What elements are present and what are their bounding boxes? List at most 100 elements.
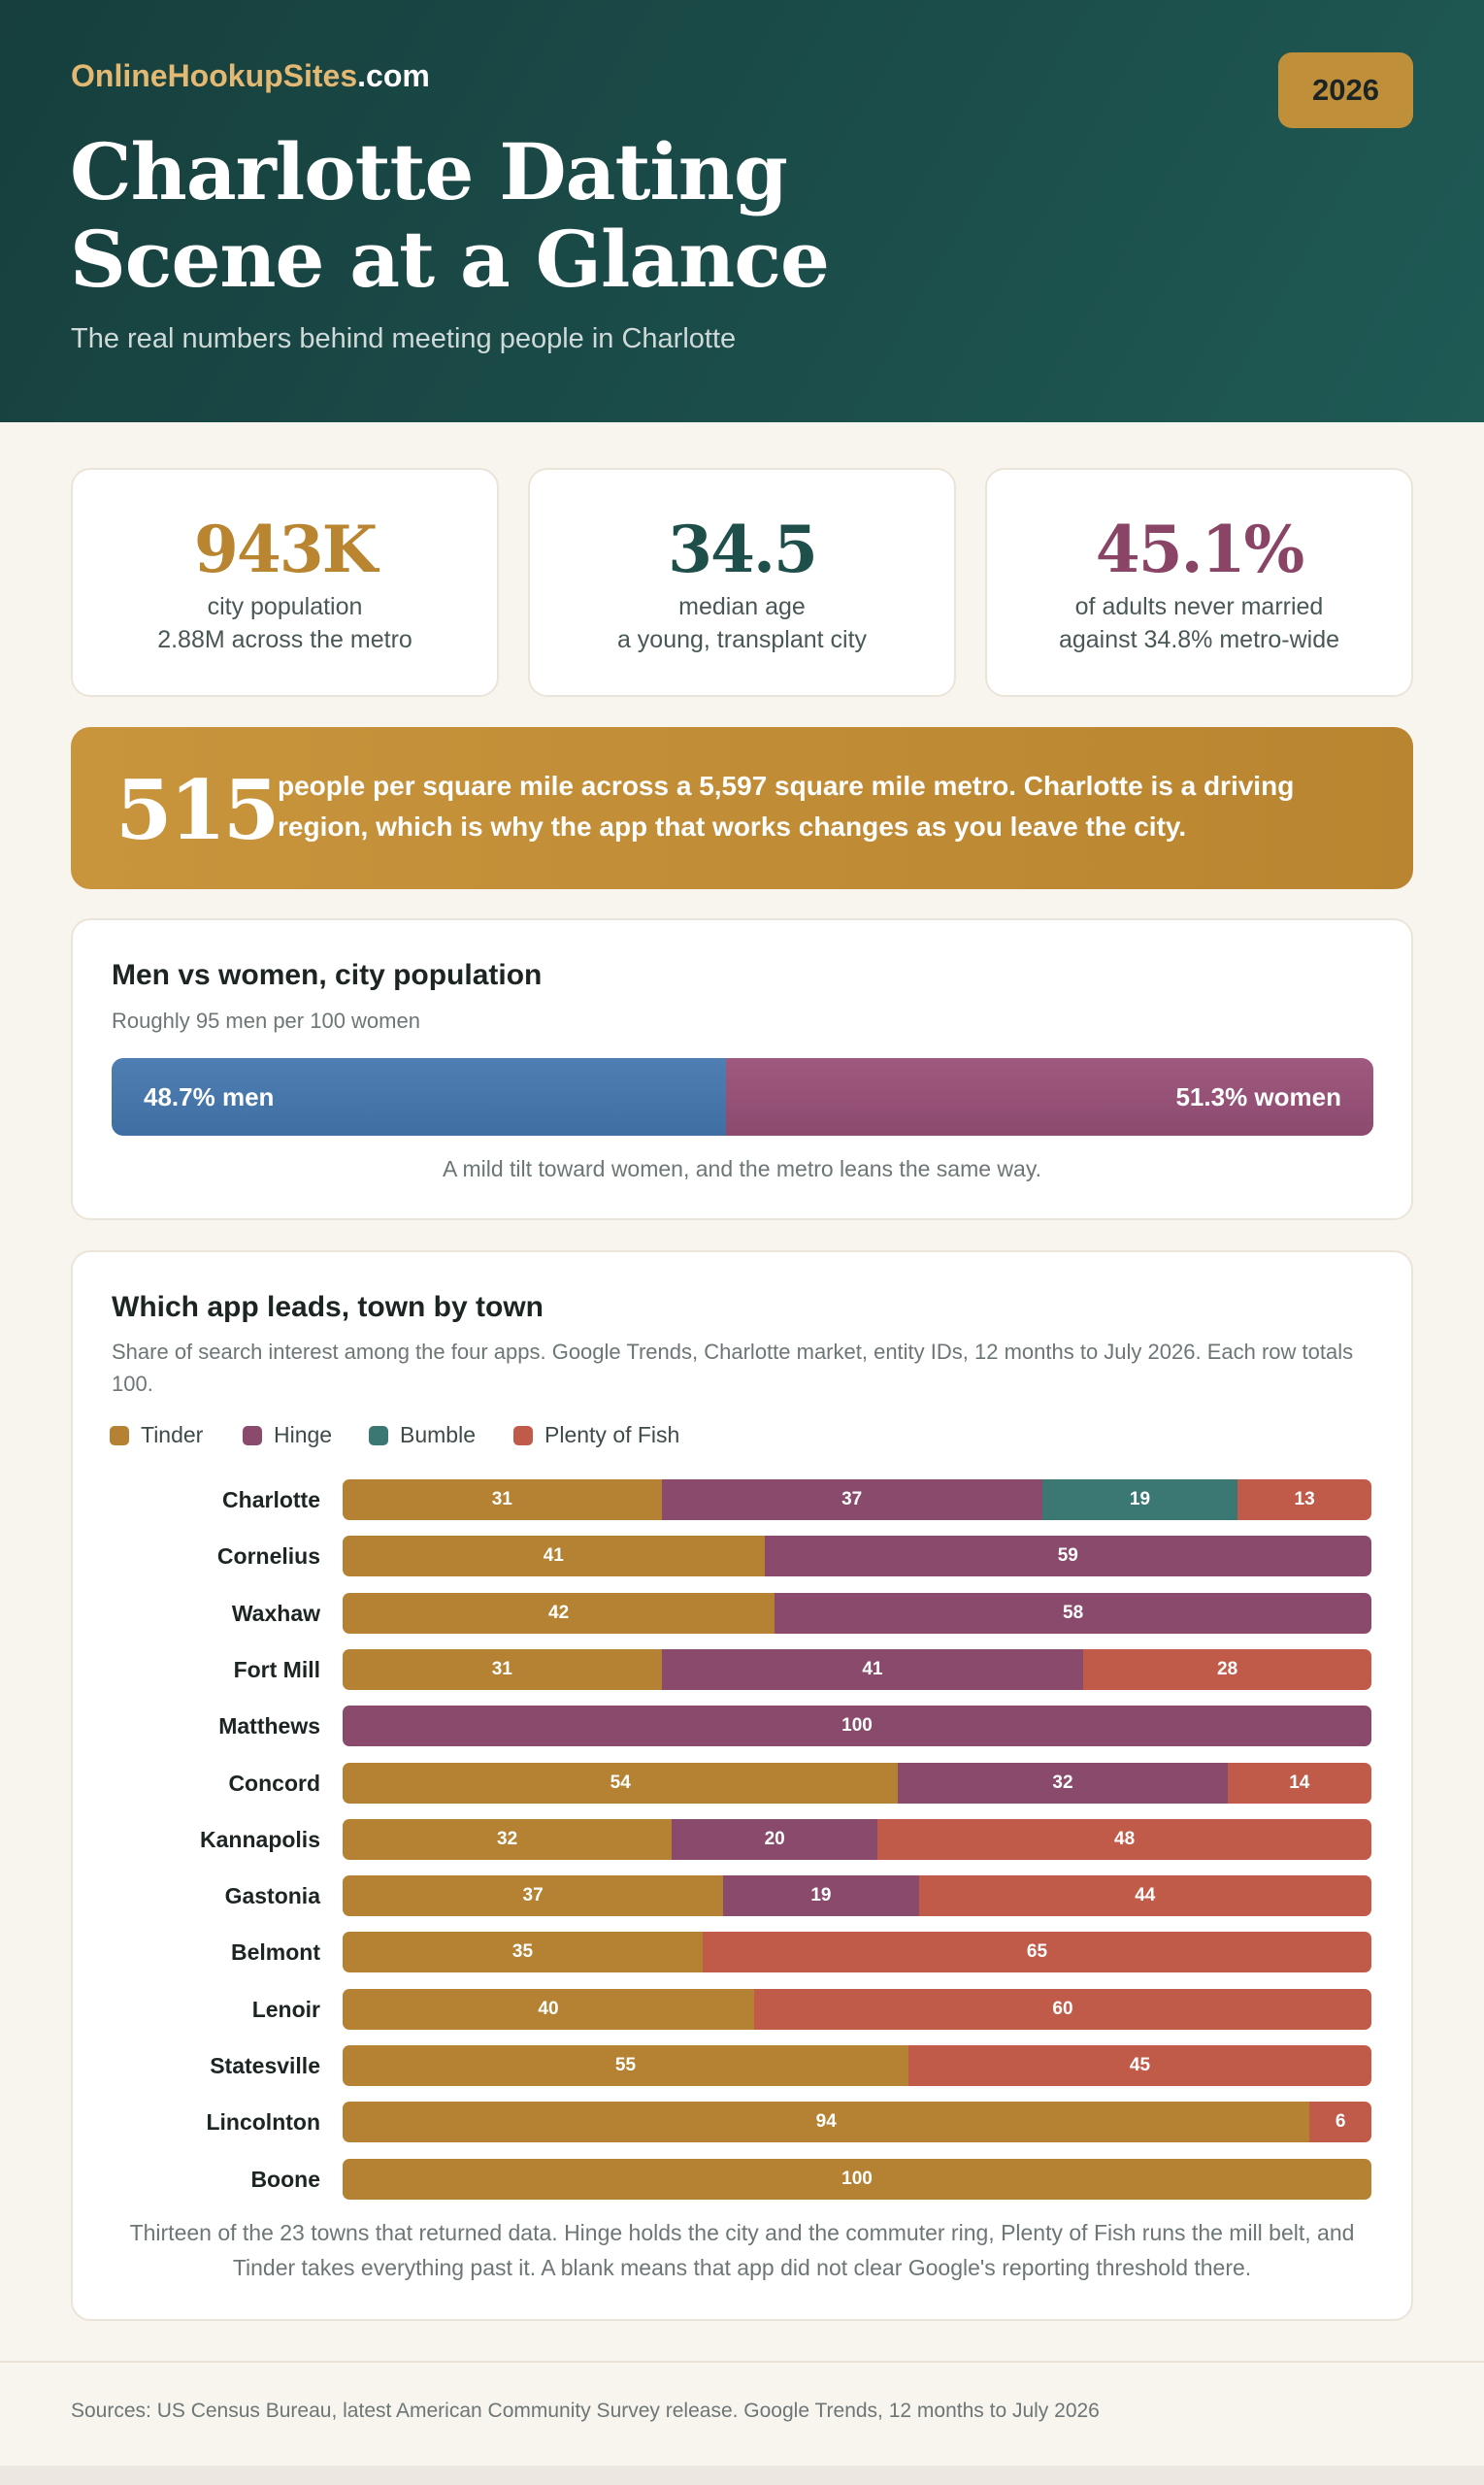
bar-segment-plenty-of-fish: 6 xyxy=(1309,2102,1371,2142)
stat-card-median-age: 34.5 median age a young, transplant city xyxy=(528,468,956,697)
bar-segment-plenty-of-fish: 14 xyxy=(1227,1763,1371,1804)
legend-item-plenty-of-fish: Plenty of Fish xyxy=(513,1422,679,1448)
footer: Sources: US Census Bureau, latest Americ… xyxy=(0,2361,1484,2466)
bar-row-lenoir: 40 60 xyxy=(343,1989,1371,2030)
bar-segment-hinge: 41 xyxy=(661,1649,1084,1690)
gender-note: A mild tilt toward women, and the metro … xyxy=(442,1156,1042,1181)
men-label: 48.7% men xyxy=(144,1081,275,1111)
density-text: people per square mile across a 5,597 sq… xyxy=(278,771,1295,842)
row-label-belmont: Belmont xyxy=(231,1939,320,1965)
bar-segment-tinder: 41 xyxy=(343,1536,765,1576)
brand-logo[interactable]: OnlineHookupSites.com xyxy=(71,58,430,94)
bar-row-concord: 54 32 14 xyxy=(343,1763,1371,1804)
women-label: 51.3% women xyxy=(1175,1081,1341,1111)
bar-segment-tinder: 35 xyxy=(343,1932,703,1972)
legend-label: Bumble xyxy=(400,1422,476,1447)
bar-row-belmont: 35 65 xyxy=(343,1932,1371,1972)
bar-segment-plenty-of-fish: 45 xyxy=(908,2045,1371,2086)
stat-detail: 2.88M across the metro xyxy=(157,626,412,653)
legend-swatch xyxy=(513,1425,533,1445)
density-value: 515 xyxy=(115,762,280,858)
gender-bar: 48.7% men 51.3% women xyxy=(112,1058,1373,1136)
stat-value: 943K xyxy=(193,512,378,587)
bar-segment-hinge: 20 xyxy=(672,1819,878,1860)
bar-row-boone: 100 xyxy=(343,2159,1371,2200)
legend-swatch xyxy=(110,1425,129,1445)
bar-row-statesville: 55 45 xyxy=(343,2045,1371,2086)
legend-item-bumble: Bumble xyxy=(369,1422,476,1448)
bar-segment-tinder: 40 xyxy=(343,1989,754,2030)
bar-segment-hinge: 100 xyxy=(343,1706,1371,1746)
row-label-statesville: Statesville xyxy=(210,2053,320,2078)
stat-detail: a young, transplant city xyxy=(616,626,868,653)
row-label-lenoir: Lenoir xyxy=(251,1997,320,2022)
stat-label: median age xyxy=(678,593,806,620)
bar-row-gastonia: 37 19 44 xyxy=(343,1875,1371,1916)
bar-segment-tinder: 55 xyxy=(343,2045,908,2086)
bar-row-fort-mill: 31 41 28 xyxy=(343,1649,1371,1690)
row-label-charlotte: Charlotte xyxy=(222,1487,320,1512)
bar-segment-plenty-of-fish: 65 xyxy=(703,1932,1371,1972)
bar-segment-hinge: 32 xyxy=(898,1763,1228,1804)
stat-detail: against 34.8% metro-wide xyxy=(1058,626,1340,653)
bar-segment-tinder: 42 xyxy=(343,1593,775,1634)
bar-row-waxhaw: 42 58 xyxy=(343,1593,1371,1634)
stat-card-population: 943K city population 2.88M across the me… xyxy=(71,468,499,697)
bar-segment-tinder: 31 xyxy=(343,1479,662,1520)
legend-label: Plenty of Fish xyxy=(544,1422,680,1447)
bar-segment-hinge: 58 xyxy=(775,1593,1371,1634)
sources-text: Sources: US Census Bureau, latest Americ… xyxy=(71,2400,1100,2422)
bar-segment-tinder: 32 xyxy=(343,1819,673,1860)
hero-header: OnlineHookupSites.com 2026 Charlotte Dat… xyxy=(0,0,1484,422)
bar-row-kannapolis: 32 20 48 xyxy=(343,1819,1371,1860)
title-line-2: Scene at a Glance xyxy=(70,214,830,305)
row-label-fort-mill: Fort Mill xyxy=(233,1657,320,1682)
chart-note: Thirteen of the 23 towns that returned d… xyxy=(129,2220,1355,2280)
page-subtitle: The real numbers behind meeting people i… xyxy=(71,323,737,354)
chart-subtitle: Share of search interest among the four … xyxy=(112,1340,1354,1396)
row-label-waxhaw: Waxhaw xyxy=(231,1601,320,1626)
row-label-cornelius: Cornelius xyxy=(216,1543,320,1569)
row-label-gastonia: Gastonia xyxy=(224,1883,320,1908)
density-banner: 515 people per square mile across a 5,59… xyxy=(71,727,1413,889)
bar-segment-hinge: 59 xyxy=(764,1536,1371,1576)
legend-item-hinge: Hinge xyxy=(243,1422,332,1448)
bar-segment-tinder: 54 xyxy=(343,1763,899,1804)
bar-segment-hinge: 19 xyxy=(723,1875,919,1916)
gender-title: Men vs women, city population xyxy=(112,959,543,991)
stat-card-never-married: 45.1% of adults never married against 34… xyxy=(985,468,1413,697)
row-label-concord: Concord xyxy=(228,1771,320,1796)
legend-label: Hinge xyxy=(274,1422,333,1447)
bar-segment-tinder: 37 xyxy=(343,1875,724,1916)
legend-swatch xyxy=(243,1425,262,1445)
legend-swatch xyxy=(369,1425,388,1445)
brand-tld: .com xyxy=(357,58,430,93)
bar-segment-plenty-of-fish: 13 xyxy=(1237,1479,1371,1520)
bar-segment-plenty-of-fish: 44 xyxy=(918,1875,1371,1916)
bar-segment-tinder: 100 xyxy=(343,2159,1371,2200)
row-label-boone: Boone xyxy=(250,2167,320,2192)
bar-segment-plenty-of-fish: 60 xyxy=(754,1989,1371,2030)
bar-row-matthews: 100 xyxy=(343,1706,1371,1746)
men-segment: 48.7% men xyxy=(112,1058,727,1136)
row-label-matthews: Matthews xyxy=(218,1713,320,1739)
bottom-strip xyxy=(0,2466,1484,2485)
stat-value: 34.5 xyxy=(668,512,818,587)
bar-row-charlotte: 31 37 19 13 xyxy=(343,1479,1371,1520)
page-title: Charlotte Dating Scene at a Glance xyxy=(70,128,943,303)
year-badge: 2026 xyxy=(1278,52,1413,128)
bar-segment-hinge: 37 xyxy=(661,1479,1042,1520)
bar-segment-tinder: 94 xyxy=(343,2102,1310,2142)
women-segment: 51.3% women xyxy=(726,1058,1373,1136)
legend-label: Tinder xyxy=(141,1422,204,1447)
stat-label: of adults never married xyxy=(1074,593,1324,620)
legend-item-tinder: Tinder xyxy=(110,1422,203,1448)
bar-segment-tinder: 31 xyxy=(343,1649,662,1690)
bar-segment-plenty-of-fish: 48 xyxy=(877,1819,1371,1860)
chart-title: Which app leads, town by town xyxy=(112,1291,544,1323)
gender-subtitle: Roughly 95 men per 100 women xyxy=(112,1009,420,1033)
bar-row-cornelius: 41 59 xyxy=(343,1536,1371,1576)
bar-segment-bumble: 19 xyxy=(1041,1479,1238,1520)
row-label-kannapolis: Kannapolis xyxy=(200,1827,320,1852)
gender-panel: Men vs women, city population Roughly 95… xyxy=(71,918,1413,1220)
